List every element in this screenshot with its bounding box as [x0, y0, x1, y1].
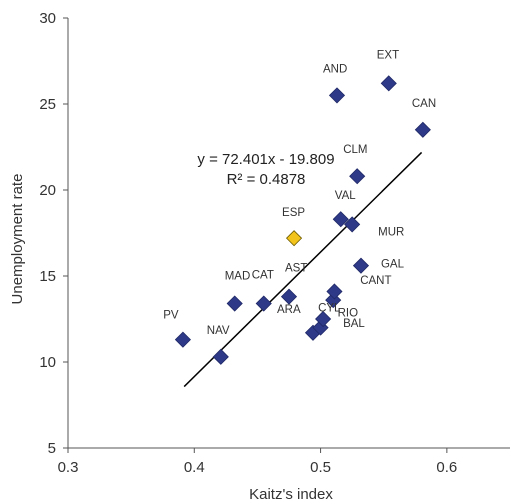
data-point-val — [332, 211, 349, 228]
equation-annotation: y = 72.401x - 19.809 — [197, 151, 334, 168]
point-label-esp: ESP — [282, 207, 305, 219]
point-label-cat: CAT — [252, 270, 274, 282]
trendline — [183, 151, 423, 388]
y-tick-label: 20 — [39, 182, 56, 199]
trendline-group — [183, 151, 423, 388]
data-point-ext — [380, 75, 397, 92]
point-label-nav: NAV — [207, 325, 230, 337]
data-point-mur — [344, 216, 361, 233]
point-label-mur: MUR — [378, 226, 404, 238]
data-point-cyl — [326, 283, 343, 300]
point-label-ara: ARA — [277, 304, 301, 316]
y-tick-label: 15 — [39, 268, 56, 285]
point-label-val: VAL — [335, 190, 356, 202]
data-point-and — [328, 87, 346, 104]
x-tick-label: 0.4 — [184, 459, 205, 476]
point-label-rio: RIO — [338, 308, 359, 320]
point-label-clm: CLM — [343, 144, 367, 156]
axes: 5 10 15 20 25 30 0.3 0.4 0.5 0.6 — [39, 10, 510, 476]
point-label-ext: EXT — [377, 49, 399, 61]
y-tick-label: 25 — [39, 96, 56, 113]
data-point-bal — [315, 310, 332, 328]
data-point-gal — [352, 257, 370, 274]
x-tick-label: 0.5 — [310, 459, 331, 476]
data-points — [174, 75, 431, 365]
y-tick-label: 30 — [39, 10, 56, 27]
x-tick-label: 0.6 — [436, 459, 457, 476]
data-point-esp — [285, 230, 303, 247]
y-tick-label: 10 — [39, 354, 56, 371]
point-label-cant: CANT — [360, 275, 391, 287]
data-point-mad — [226, 295, 243, 312]
point-label-pv: PV — [163, 310, 179, 322]
point-label-mad: MAD — [225, 271, 251, 283]
r-squared-annotation: R² = 0.4878 — [227, 171, 306, 188]
point-label-ast: AST — [285, 263, 307, 275]
y-tick-label: 5 — [48, 440, 56, 457]
data-point-can — [414, 121, 431, 138]
x-axis-title: Kaitz's index — [249, 486, 333, 503]
x-tick-label: 0.3 — [58, 459, 79, 476]
data-point-pv — [174, 331, 191, 348]
point-label-gal: GAL — [381, 259, 405, 271]
point-label-can: CAN — [412, 98, 436, 110]
data-point-nav — [212, 348, 229, 365]
data-point-cat — [255, 295, 272, 312]
data-point-clm — [349, 168, 366, 185]
y-axis-title: Unemployment rate — [9, 174, 26, 305]
point-label-and: AND — [323, 63, 347, 75]
point-label-bal: BAL — [343, 318, 365, 330]
point-label-cyl: CYL — [318, 302, 341, 314]
data-point-ast — [280, 288, 298, 305]
